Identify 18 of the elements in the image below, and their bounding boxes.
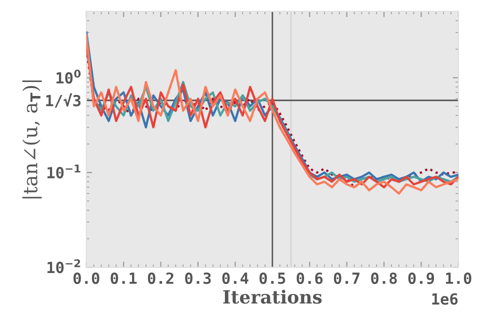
x-tick-label: 0.6 [296, 272, 323, 284]
x-tick-label: 0.7 [334, 272, 360, 284]
y-tick-label: 10$^{0}$ [56, 70, 81, 84]
x-tick-label: 0.1 [110, 272, 137, 284]
x-tick-label: 1.0 [446, 272, 472, 284]
x-tick-label: 0.2 [148, 272, 174, 284]
y-tick-label: 10$^{−2}$ [48, 259, 80, 274]
y-tick-label: 10$^{−1}$ [48, 164, 80, 178]
x-tick-label: 0.8 [371, 272, 397, 284]
x-tick-label: 0.5 [260, 272, 286, 284]
x-axis-title: Iterations [223, 290, 322, 304]
x-tick-label: 0.3 [185, 272, 211, 284]
y-tick-label: 1/√3 [46, 93, 81, 108]
y-axis-title: |tan∠(u, a$_{T}$)| [22, 80, 42, 198]
text: 1e6 [432, 293, 458, 305]
x-tick-label: 0.9 [408, 272, 434, 284]
x-tick-label: 0.4 [222, 272, 248, 284]
x-tick-label: 0.0 [74, 272, 100, 284]
